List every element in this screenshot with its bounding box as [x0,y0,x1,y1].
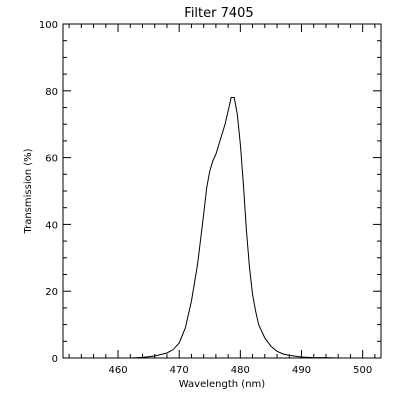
x-tick-label: 470 [170,365,189,376]
chart-title: Filter 7405 [184,6,253,21]
x-tick-label: 460 [108,365,127,376]
y-tick-label: 100 [39,20,58,31]
x-axis-label: Wavelength (nm) [179,379,265,390]
plot-frame [62,23,382,359]
y-tick-label: 60 [45,154,58,165]
x-tick-label: 500 [353,365,372,376]
y-tick-label: 0 [52,354,58,365]
axis-ticks [63,23,381,359]
y-tick-label: 40 [45,220,58,231]
y-tick-label: 20 [45,287,58,298]
series-group [118,96,363,359]
axis-tick-labels: 460 470 480 490 500 0 20 40 60 80 100 [39,20,372,376]
x-tick-label: 490 [292,365,311,376]
axis-minor-ticks [63,24,381,358]
series-line [118,96,363,359]
y-axis-label: Transmission (%) [23,148,34,234]
x-tick-label: 480 [231,365,250,376]
y-tick-label: 80 [45,87,58,98]
